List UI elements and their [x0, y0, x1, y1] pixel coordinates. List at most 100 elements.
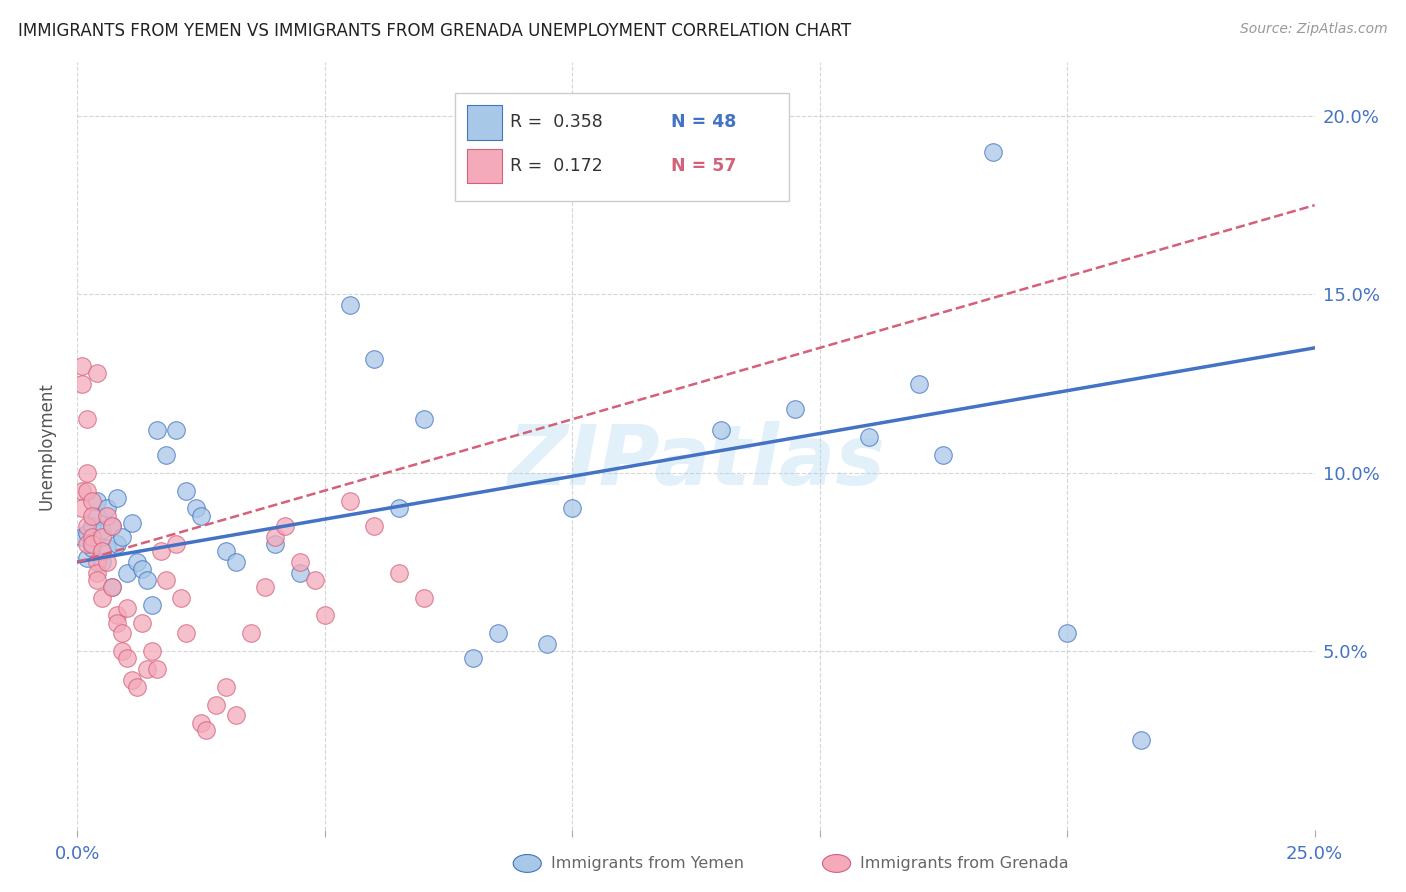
Point	[412, 591, 434, 605]
Point	[76, 519, 98, 533]
Point	[205, 698, 228, 712]
Text: IMMIGRANTS FROM YEMEN VS IMMIGRANTS FROM GRENADA UNEMPLOYMENT CORRELATION CHART: IMMIGRANTS FROM YEMEN VS IMMIGRANTS FROM…	[18, 22, 852, 40]
Point	[170, 591, 193, 605]
Text: N = 48: N = 48	[671, 113, 737, 131]
Point	[121, 673, 143, 687]
Point	[115, 566, 138, 580]
Point	[72, 501, 94, 516]
Point	[115, 601, 138, 615]
Point	[82, 508, 104, 523]
Point	[86, 508, 108, 523]
Circle shape	[513, 855, 541, 872]
Point	[86, 573, 108, 587]
Point	[412, 412, 434, 426]
Point	[105, 537, 128, 551]
Point	[82, 494, 104, 508]
Point	[155, 448, 177, 462]
Point	[91, 555, 114, 569]
Point	[76, 412, 98, 426]
Point	[82, 530, 104, 544]
Point	[174, 626, 197, 640]
Point	[145, 423, 167, 437]
Point	[274, 519, 297, 533]
Point	[91, 523, 114, 537]
Point	[165, 537, 187, 551]
Point	[783, 401, 806, 416]
Point	[981, 145, 1004, 159]
Point	[121, 516, 143, 530]
Point	[72, 530, 94, 544]
Point	[225, 555, 247, 569]
Point	[72, 359, 94, 373]
Point	[111, 626, 134, 640]
Point	[96, 555, 118, 569]
Point	[101, 519, 124, 533]
Point	[91, 544, 114, 558]
Text: Source: ZipAtlas.com: Source: ZipAtlas.com	[1240, 22, 1388, 37]
FancyBboxPatch shape	[467, 105, 502, 139]
Point	[135, 662, 157, 676]
Point	[96, 541, 118, 555]
Point	[105, 491, 128, 505]
Point	[463, 651, 485, 665]
Point	[111, 530, 134, 544]
Point	[363, 519, 385, 533]
Point	[264, 537, 287, 551]
Point	[225, 708, 247, 723]
Point	[76, 483, 98, 498]
Point	[141, 644, 163, 658]
Text: N = 57: N = 57	[671, 157, 737, 175]
Point	[72, 376, 94, 391]
Point	[72, 483, 94, 498]
Text: R =  0.172: R = 0.172	[510, 157, 603, 175]
Point	[111, 644, 134, 658]
Point	[91, 591, 114, 605]
FancyBboxPatch shape	[467, 149, 502, 183]
Point	[1130, 733, 1153, 747]
Point	[135, 573, 157, 587]
Point	[125, 555, 148, 569]
Point	[561, 501, 583, 516]
Point	[932, 448, 955, 462]
Circle shape	[823, 855, 851, 872]
Point	[190, 508, 212, 523]
Point	[314, 608, 336, 623]
Point	[174, 483, 197, 498]
Text: R =  0.358: R = 0.358	[510, 113, 603, 131]
Point	[131, 562, 153, 576]
Point	[486, 626, 509, 640]
Text: ZIPatlas: ZIPatlas	[508, 421, 884, 502]
Point	[150, 544, 173, 558]
Point	[101, 580, 124, 594]
Point	[115, 651, 138, 665]
Point	[1056, 626, 1078, 640]
Point	[254, 580, 277, 594]
Point	[105, 608, 128, 623]
Point	[82, 519, 104, 533]
Point	[155, 573, 177, 587]
Point	[388, 566, 411, 580]
Point	[339, 298, 361, 312]
Point	[339, 494, 361, 508]
Text: Immigrants from Grenada: Immigrants from Grenada	[860, 856, 1069, 871]
Point	[195, 723, 218, 737]
Point	[86, 494, 108, 508]
Point	[858, 430, 880, 444]
Point	[76, 537, 98, 551]
Point	[215, 680, 238, 694]
Point	[131, 615, 153, 630]
Point	[82, 537, 104, 551]
Point	[125, 680, 148, 694]
Point	[101, 580, 124, 594]
Point	[907, 376, 929, 391]
Point	[165, 423, 187, 437]
Point	[215, 544, 238, 558]
Point	[91, 530, 114, 544]
Point	[288, 566, 311, 580]
Point	[363, 351, 385, 366]
Point	[86, 566, 108, 580]
Text: Immigrants from Yemen: Immigrants from Yemen	[551, 856, 744, 871]
Point	[288, 555, 311, 569]
Point	[264, 530, 287, 544]
Point	[76, 551, 98, 566]
